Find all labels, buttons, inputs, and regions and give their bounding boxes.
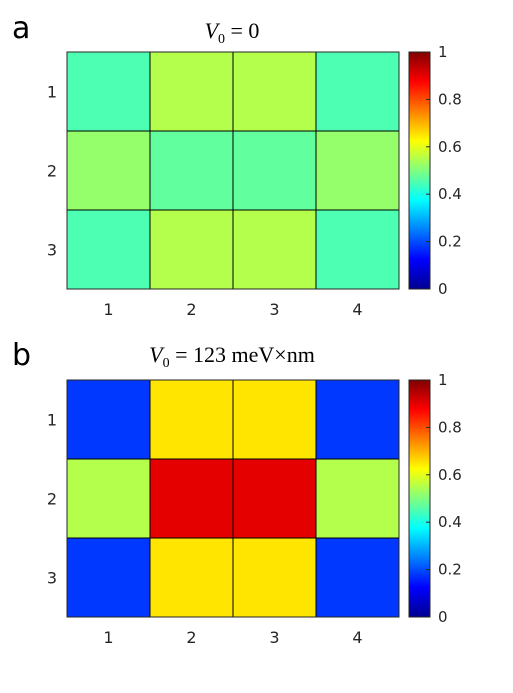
heatmap-cells-b — [66, 379, 400, 618]
colorbar-tick-label: 0.8 — [438, 90, 462, 108]
colorbar-tick-label: 0.4 — [438, 185, 462, 203]
heatmap-cell — [66, 379, 151, 460]
colorbar-tick-label: 0 — [438, 280, 448, 298]
heatmap-cell — [149, 51, 234, 132]
x-tick-label: 2 — [186, 628, 196, 647]
heatmap-cell — [66, 130, 151, 211]
x-tick-label: 4 — [352, 628, 362, 647]
heatmap-cell — [66, 458, 151, 539]
plot-frame-b — [66, 379, 400, 618]
heatmap-cell — [232, 379, 317, 460]
y-tick-label: 1 — [47, 83, 57, 102]
x-tick-labels-a: 1 2 3 4 — [103, 300, 362, 319]
colorbar-tick-label: 1 — [438, 371, 448, 389]
heatmap-cell — [315, 209, 400, 290]
heatmap-cell — [149, 130, 234, 211]
heatmap-cell — [315, 130, 400, 211]
chart-title-b: V0 = 123 meV×nm — [149, 342, 315, 371]
heatmap-cells-a — [66, 51, 400, 290]
heatmap-cell — [149, 209, 234, 290]
heatmap-cell — [232, 130, 317, 211]
heatmap-cell — [315, 537, 400, 618]
y-tick-label: 3 — [47, 569, 57, 588]
heatmap-cell — [232, 209, 317, 290]
colorbar-tick-label: 0.6 — [438, 466, 462, 484]
y-tick-label: 2 — [47, 162, 57, 181]
x-tick-label: 3 — [269, 300, 279, 319]
y-tick-labels-b: 1 2 3 — [47, 411, 57, 588]
colorbar-a: 0 0.2 0.4 0.6 0.8 1 — [408, 43, 462, 298]
x-tick-label: 2 — [186, 300, 196, 319]
heatmap-cell — [66, 209, 151, 290]
heatmap-cell — [232, 458, 317, 539]
x-tick-label: 1 — [103, 300, 113, 319]
chart-title-a: V0 = 0 — [205, 18, 260, 47]
x-tick-labels-b: 1 2 3 4 — [103, 628, 362, 647]
heatmap-cell — [66, 537, 151, 618]
heatmap-cell — [149, 537, 234, 618]
panel-letter-a: a — [12, 11, 30, 46]
colorbar-gradient — [408, 379, 431, 618]
heatmap-cell — [149, 458, 234, 539]
colorbar-tick-label: 0.6 — [438, 138, 462, 156]
heatmap-cell — [315, 51, 400, 132]
heatmap-cell — [232, 537, 317, 618]
colorbar-tick-label: 0.2 — [438, 561, 462, 579]
y-tick-label: 3 — [47, 241, 57, 260]
heatmap-cell — [315, 379, 400, 460]
heatmap-panel-a: a V0 = 0 1 2 3 1 2 3 4 0 0.2 0.4 0.6 0.8 1 — [12, 11, 462, 319]
colorbar-b: 0 0.2 0.4 0.6 0.8 1 — [408, 371, 462, 626]
panel-letter-b: b — [12, 338, 31, 373]
colorbar-gradient — [408, 51, 431, 290]
heatmap-cell — [232, 51, 317, 132]
heatmap-cell — [66, 51, 151, 132]
x-tick-label: 1 — [103, 628, 113, 647]
heatmap-cell — [149, 379, 234, 460]
heatmap-cell — [315, 458, 400, 539]
x-tick-label: 3 — [269, 628, 279, 647]
y-tick-labels-a: 1 2 3 — [47, 83, 57, 260]
colorbar-tick-label: 0.4 — [438, 513, 462, 531]
heatmap-panel-b: b V0 = 123 meV×nm 1 2 3 1 2 3 4 0 0.2 0.4 0.6 0.8… — [12, 338, 462, 647]
colorbar-tick-label: 0.8 — [438, 418, 462, 436]
colorbar-tick-label: 0.2 — [438, 233, 462, 251]
x-tick-label: 4 — [352, 300, 362, 319]
y-tick-label: 2 — [47, 490, 57, 509]
plot-frame-a — [66, 51, 400, 290]
y-tick-label: 1 — [47, 411, 57, 430]
colorbar-tick-label: 0 — [438, 608, 448, 626]
colorbar-tick-label: 1 — [438, 43, 448, 61]
